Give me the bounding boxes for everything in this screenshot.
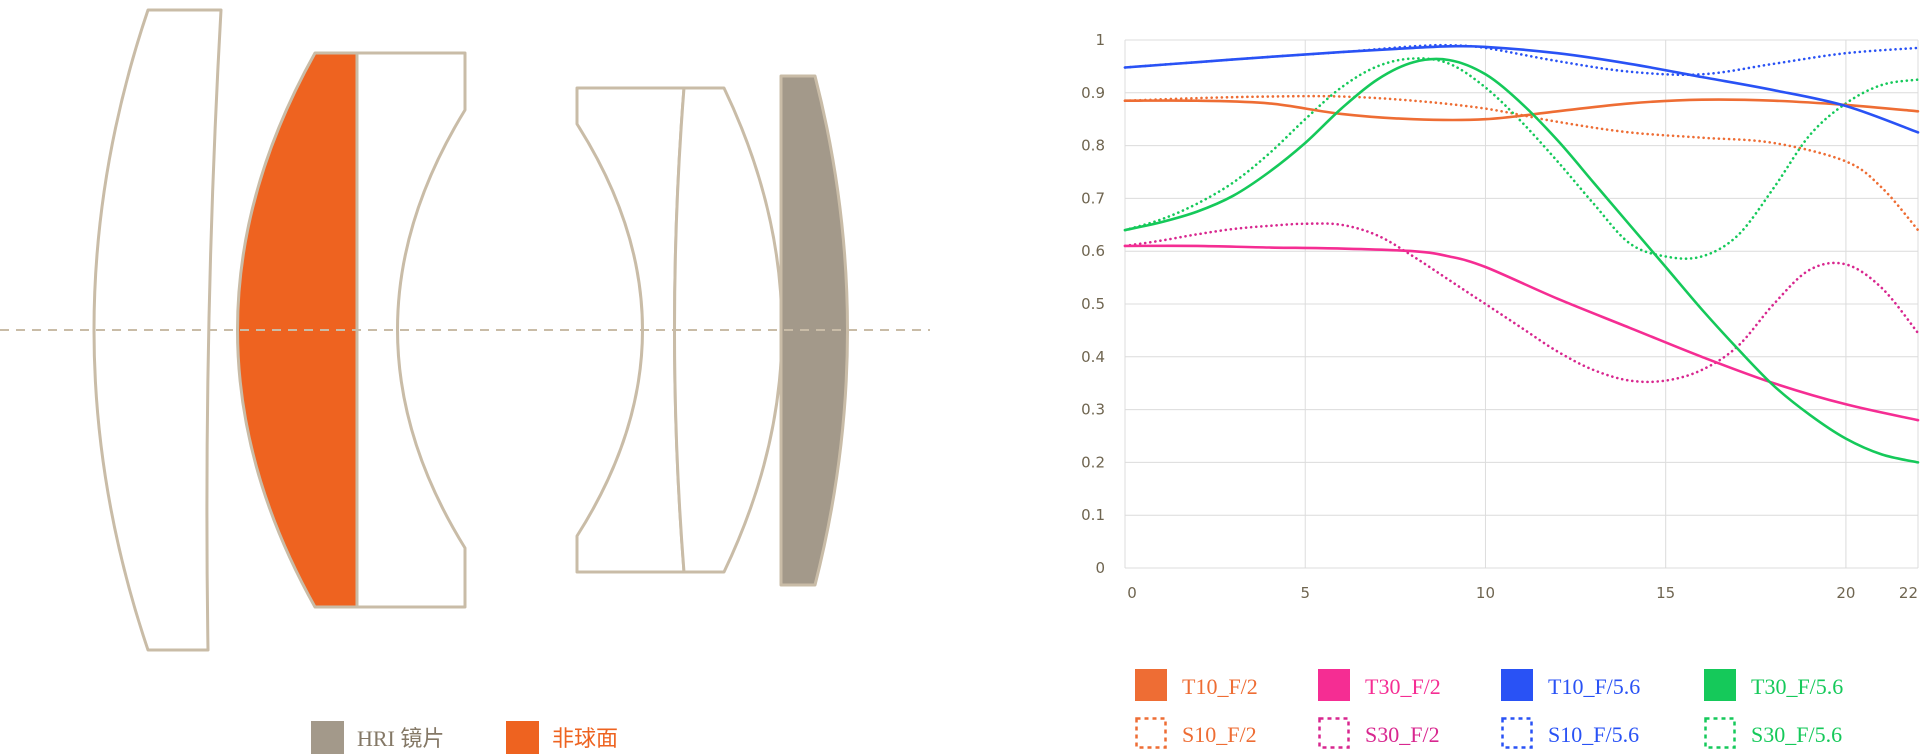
aspheric-swatch-icon <box>506 721 539 754</box>
lens-element-hri <box>779 74 849 587</box>
lens-diagram: HRI 镜片 非球面 <box>0 8 930 754</box>
y-axis-ticks: 0 0.1 0.2 0.3 0.4 0.5 0.6 0.7 0.8 0.9 1 <box>1081 31 1105 577</box>
y-tick-label: 0.3 <box>1081 401 1105 419</box>
x-tick-label: 20 <box>1836 584 1855 602</box>
series-line-s30-f-5-6 <box>1123 57 1920 260</box>
legend-swatch-t30-f-2 <box>1318 669 1350 701</box>
lens-group <box>92 8 849 652</box>
series-line-s10-f-2 <box>1123 94 1920 232</box>
series-line-t10-f-2 <box>1123 98 1920 122</box>
legend-label-hri: HRI 镜片 <box>357 726 444 751</box>
legend-swatch-s10-f-2 <box>1135 717 1167 749</box>
lens-element-aspheric <box>236 51 359 609</box>
legend-label-t30-f-5-6: T30_F/5.6 <box>1751 674 1843 699</box>
y-tick-label: 0.6 <box>1081 242 1105 260</box>
y-tick-label: 0.5 <box>1081 295 1105 313</box>
lens-element-3 <box>355 51 467 609</box>
x-tick-label: 22 <box>1899 584 1918 602</box>
y-tick-label: 0.8 <box>1081 137 1105 155</box>
chart-series <box>1123 43 1920 464</box>
legend-swatch-s30-f-2 <box>1318 717 1350 749</box>
legend-swatch-t10-f-2 <box>1135 669 1167 701</box>
y-tick-label: 0.4 <box>1081 348 1105 366</box>
series-line-t30-f-2 <box>1123 244 1920 422</box>
y-tick-label: 0 <box>1095 559 1105 577</box>
x-axis-ticks: 0 5 10 15 20 22 <box>1127 584 1918 602</box>
legend-label-t10-f-2: T10_F/2 <box>1182 674 1258 699</box>
legend-label-s10-f-5-6: S10_F/5.6 <box>1548 722 1639 747</box>
mtf-chart: 0 0.1 0.2 0.3 0.4 0.5 0.6 0.7 0.8 0.9 1 0 5 10 15 20 22… <box>1081 31 1920 749</box>
legend-label-s30-f-5-6: S30_F/5.6 <box>1751 722 1842 747</box>
y-tick-label: 0.1 <box>1081 506 1105 524</box>
y-tick-label: 0.2 <box>1081 453 1105 471</box>
hri-swatch-icon <box>311 721 344 754</box>
lens-element-1 <box>92 8 223 652</box>
legend-label-aspheric: 非球面 <box>552 726 618 751</box>
legend-label-t10-f-5-6: T10_F/5.6 <box>1548 674 1640 699</box>
chart-legend: T10_F/2 T30_F/2 T10_F/5.6 T30_F/5.6 S10_F/2 S… <box>1135 669 1843 749</box>
legend-swatch-s30-f-5-6 <box>1704 717 1736 749</box>
x-tick-label: 10 <box>1476 584 1495 602</box>
legend-label-s10-f-2: S10_F/2 <box>1182 722 1257 747</box>
x-tick-label: 15 <box>1656 584 1675 602</box>
diagram-legend: HRI 镜片 非球面 <box>311 721 618 754</box>
legend-label-t30-f-2: T30_F/2 <box>1365 674 1441 699</box>
x-tick-label: 5 <box>1300 584 1310 602</box>
legend-swatch-s10-f-5-6 <box>1501 717 1533 749</box>
legend-swatch-t30-f-5-6 <box>1704 669 1736 701</box>
legend-label-s30-f-2: S30_F/2 <box>1365 722 1440 747</box>
y-tick-label: 1 <box>1095 31 1105 49</box>
y-tick-label: 0.7 <box>1081 189 1105 207</box>
legend-swatch-t10-f-5-6 <box>1501 669 1533 701</box>
chart-grid <box>1124 39 1919 569</box>
series-line-t10-f-5-6 <box>1123 44 1920 134</box>
series-line-t30-f-5-6 <box>1123 57 1920 464</box>
x-tick-label: 0 <box>1127 584 1137 602</box>
y-tick-label: 0.9 <box>1081 84 1105 102</box>
